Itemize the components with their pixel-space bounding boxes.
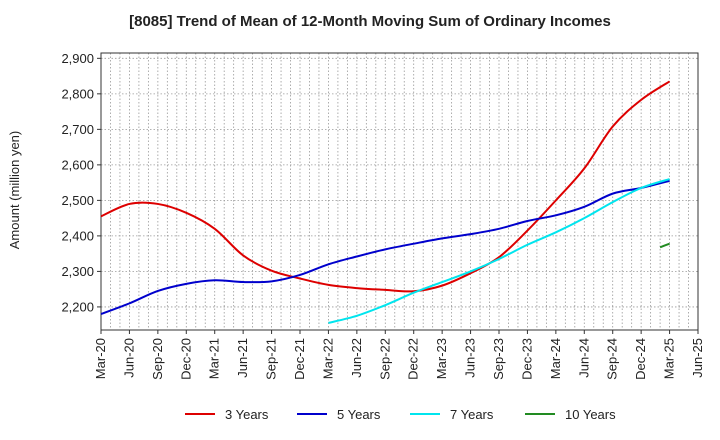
plot-area [100,52,699,331]
x-tick-label: Sep-23 [491,338,506,380]
x-tick-label: Dec-24 [633,338,648,380]
series-line-7-years [328,178,670,324]
x-tick-label: Mar-20 [93,338,108,379]
x-tick-label: Mar-23 [434,338,449,379]
y-tick-label: 2,500 [61,193,94,208]
series-line-10-years [659,242,670,249]
legend-label-7-years: 7 Years [450,407,494,422]
y-tick-label: 2,700 [61,122,94,137]
x-tick-label: Dec-22 [406,338,421,380]
x-tick-label: Dec-21 [292,338,307,380]
y-tick-label: 2,300 [61,264,94,279]
grid [101,53,698,330]
chart-title: [8085] Trend of Mean of 12-Month Moving … [129,13,611,30]
y-tick-label: 2,400 [61,228,94,243]
x-tick-label: Jun-24 [576,338,591,378]
y-tick-label: 2,200 [61,299,94,314]
y-axis-label: Amount (million yen) [7,131,22,250]
x-tick-label: Dec-20 [178,338,193,380]
x-tick-label: Mar-24 [548,338,563,379]
legend: 3 Years 5 Years 7 Years 10 Years [185,407,616,422]
series-lines [100,80,671,324]
series-line-5-years [100,179,670,315]
x-tick-label: Sep-20 [150,338,165,380]
series-line-3-years [100,80,671,293]
x-tick-label: Mar-25 [662,338,677,379]
x-tick-label: Sep-21 [264,338,279,380]
x-tick-label: Jun-23 [463,338,478,378]
y-axis: 2,200 2,300 2,400 2,500 2,600 2,700 2,800 2,900 [61,51,101,314]
x-tick-label: Mar-21 [207,338,222,379]
x-tick-label: Jun-25 [690,338,705,378]
y-tick-label: 2,900 [61,51,94,66]
x-tick-label: Sep-24 [605,338,620,380]
y-tick-label: 2,600 [61,157,94,172]
legend-label-5-years: 5 Years [337,407,381,422]
x-tick-label: Jun-22 [349,338,364,378]
x-tick-label: Mar-22 [320,338,335,379]
legend-label-10-years: 10 Years [565,407,616,422]
x-tick-label: Jun-21 [235,338,250,378]
x-axis: Mar-20 Jun-20 Sep-20 Dec-20 Mar-21 Jun-21 Sep-… [93,330,705,380]
x-tick-label: Dec-23 [519,338,534,380]
x-tick-label: Jun-20 [121,338,136,378]
y-tick-label: 2,800 [61,86,94,101]
legend-label-3-years: 3 Years [225,407,269,422]
x-tick-label: Sep-22 [377,338,392,380]
